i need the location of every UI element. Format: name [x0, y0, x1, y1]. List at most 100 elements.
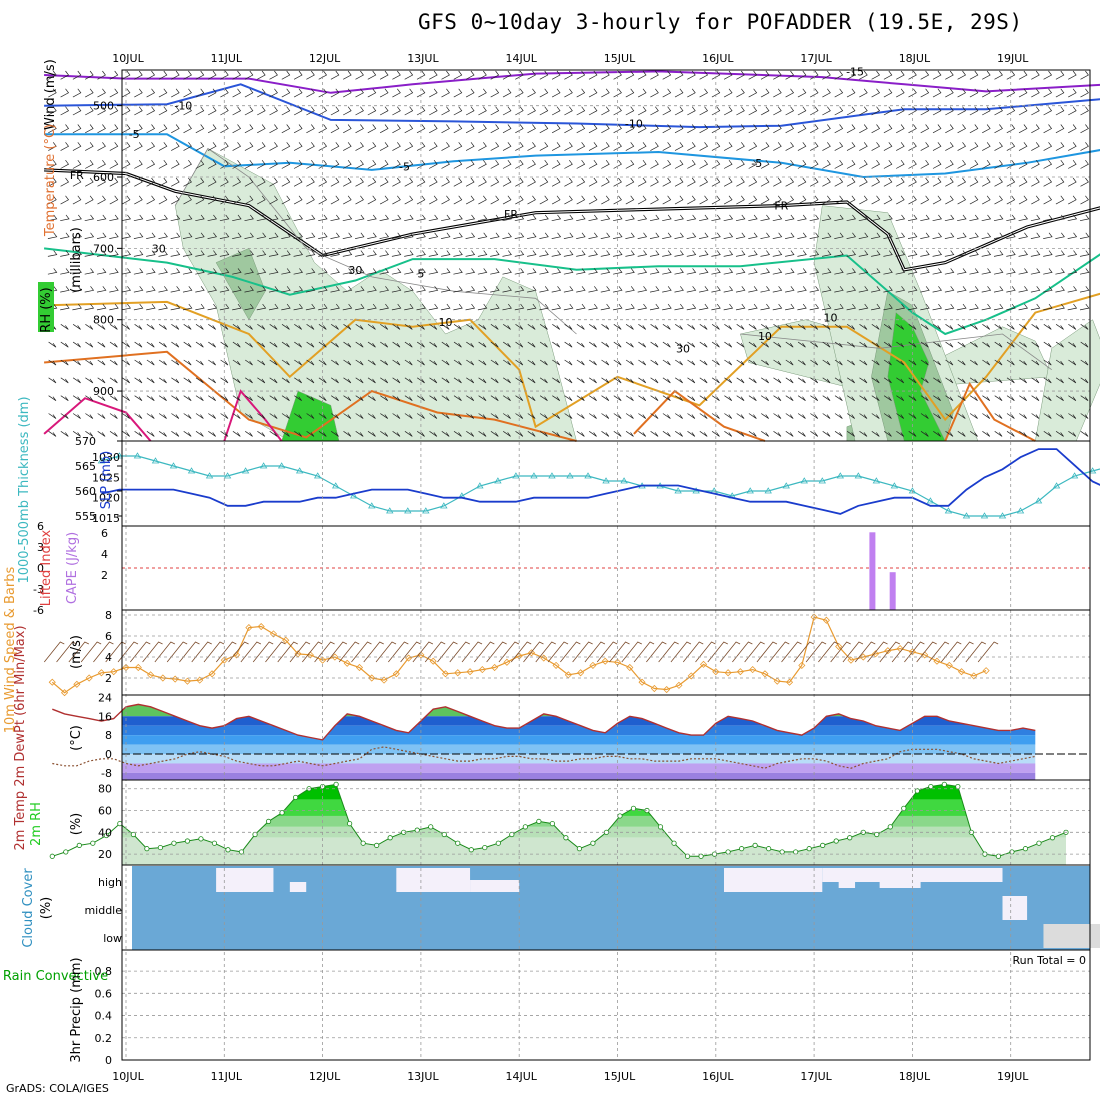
- wind-barb: [933, 359, 941, 366]
- wind-barb: [871, 395, 880, 401]
- wind-barb: [662, 70, 672, 80]
- contour-label: FR: [70, 169, 84, 182]
- wind-barb: [134, 413, 143, 419]
- wind-barb: [490, 395, 499, 401]
- wind-barb: [1079, 232, 1090, 239]
- wind-barb: [994, 195, 1003, 205]
- wind-barb: [379, 268, 390, 275]
- wind-barb: [539, 250, 549, 257]
- cape-tick-label: 6: [101, 527, 108, 540]
- wind-barb: [183, 324, 192, 330]
- wind-barb: [834, 268, 844, 275]
- wind-barb: [207, 195, 217, 205]
- wind-barb: [760, 88, 770, 98]
- wind-barb: [723, 70, 733, 80]
- x-tick-label-top: 15JUL: [604, 52, 636, 65]
- wind-barb: [638, 324, 647, 330]
- wind-barb: [945, 177, 954, 187]
- wind-barb: [441, 106, 450, 116]
- wind-barb: [539, 177, 549, 187]
- wind-barb: [711, 88, 721, 98]
- wind10m-barb: [388, 641, 409, 663]
- wind-barb: [220, 395, 229, 401]
- wind10m-point: [110, 668, 118, 676]
- wind-barb: [785, 395, 794, 401]
- wind-barb: [724, 431, 733, 437]
- wind-barb: [48, 70, 57, 80]
- wind-barb: [994, 106, 1003, 116]
- wind-barb: [1043, 159, 1053, 169]
- y-tick-label: 800: [93, 314, 114, 327]
- wind-barb: [515, 431, 524, 437]
- wind-barb: [219, 232, 230, 239]
- wind-barb: [637, 195, 647, 205]
- y-tick-label: 900: [93, 385, 114, 398]
- wind-barb: [441, 214, 451, 222]
- wind-barb: [933, 431, 941, 437]
- wind-barb: [515, 177, 524, 187]
- wind-barb: [428, 268, 439, 275]
- wind-barb: [895, 232, 906, 239]
- wind-barb: [563, 250, 574, 257]
- temp-band: [122, 735, 1036, 745]
- wind-barb: [122, 341, 130, 348]
- wind-barb: [797, 268, 807, 275]
- wind-barb: [957, 395, 966, 401]
- wind-barb: [60, 124, 70, 134]
- wind-barb: [269, 142, 278, 151]
- rh2m-point: [455, 840, 461, 846]
- wind-barb: [490, 214, 500, 222]
- wind-barb: [564, 341, 573, 348]
- wind-barb: [711, 142, 721, 151]
- wind-barb: [97, 377, 106, 384]
- wind-barb: [502, 142, 512, 151]
- wind-barb: [342, 268, 353, 275]
- wind-barb: [1030, 214, 1041, 222]
- wind-barb: [195, 142, 205, 151]
- thickness-point: [115, 452, 124, 459]
- thickness-point: [404, 507, 412, 514]
- rh2m-point: [225, 847, 231, 853]
- wind-barb: [810, 359, 819, 366]
- wind-barb: [60, 159, 70, 169]
- wind-barb: [330, 159, 340, 169]
- wind-barb: [514, 286, 525, 293]
- wind-barb: [1006, 413, 1015, 419]
- wind-barb: [121, 286, 132, 293]
- wind-barb: [232, 250, 242, 257]
- rh2m-point: [820, 842, 826, 848]
- wind-barb: [650, 142, 659, 151]
- wind-barb: [503, 341, 511, 348]
- wind-barb: [48, 359, 57, 366]
- wind-barb: [183, 359, 192, 366]
- thickness-point: [800, 477, 808, 484]
- contour-label: 10: [438, 316, 452, 329]
- wind-barb: [1079, 268, 1090, 275]
- wind-barb: [465, 286, 476, 293]
- wind10m-barb: [289, 641, 311, 663]
- wind-barb: [367, 250, 377, 257]
- wind-barb: [195, 431, 204, 437]
- wind-barb: [122, 395, 130, 401]
- wind-barb: [687, 324, 696, 330]
- wind-barb: [982, 177, 991, 187]
- wind-barb: [896, 70, 905, 80]
- rh2m-point: [657, 824, 664, 830]
- wind-barb: [392, 431, 401, 437]
- wind-barb: [305, 214, 316, 222]
- wind-barb: [539, 106, 549, 116]
- wind-barb: [810, 195, 819, 205]
- wind-barb: [60, 303, 70, 311]
- wind-barb: [195, 177, 205, 187]
- wind-barb: [281, 142, 291, 151]
- wind-barb: [257, 88, 266, 98]
- wind-barb: [367, 268, 377, 275]
- wind-barb: [97, 341, 106, 348]
- wind10m-point: [871, 650, 880, 658]
- wind10m-point: [724, 669, 732, 677]
- temp-tick-label: -8: [101, 767, 112, 780]
- wind-barb: [613, 324, 622, 330]
- wind-barb: [871, 377, 880, 384]
- wind-barb: [564, 359, 573, 366]
- wind-barb: [379, 195, 389, 205]
